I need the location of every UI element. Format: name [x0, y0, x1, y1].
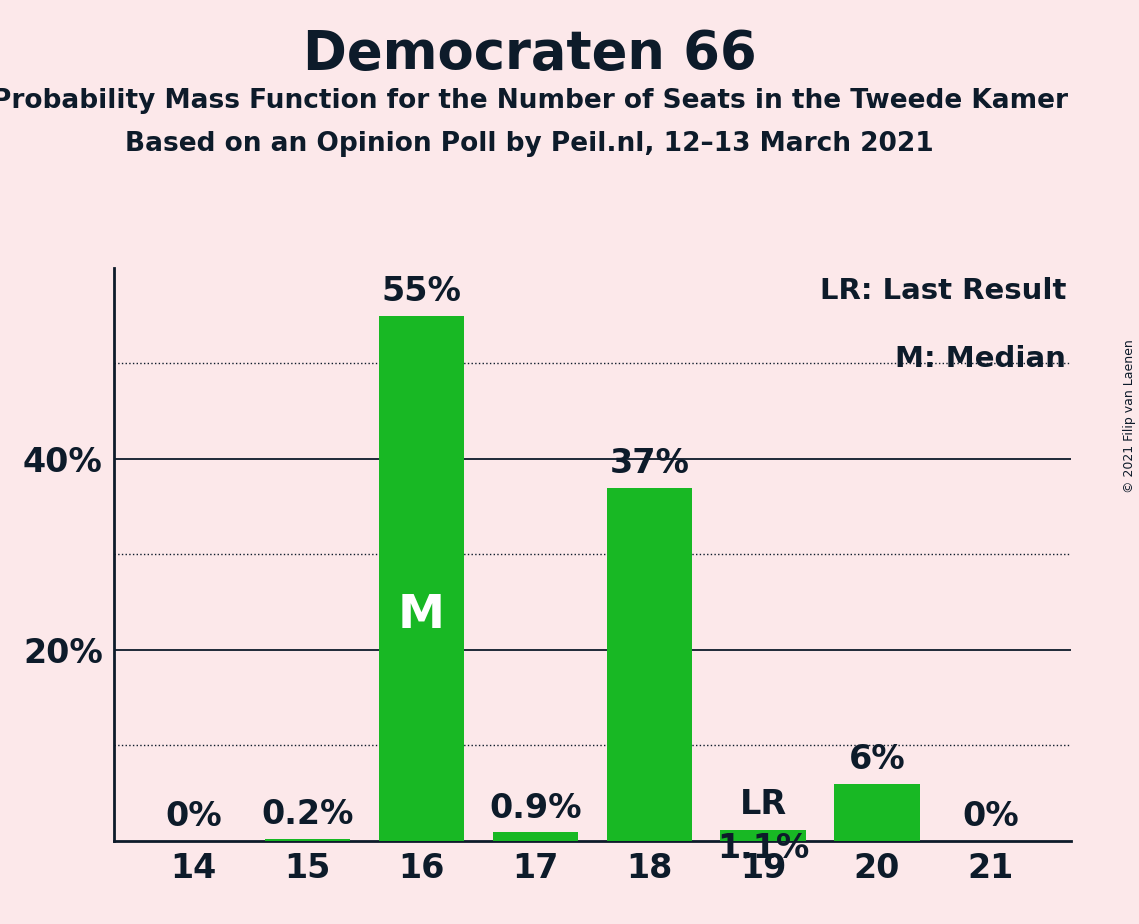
- Bar: [265, 839, 351, 841]
- Text: 0%: 0%: [962, 800, 1019, 833]
- Bar: [834, 784, 919, 841]
- Text: 1.1%: 1.1%: [718, 832, 809, 865]
- Text: 55%: 55%: [382, 275, 461, 308]
- Text: 37%: 37%: [609, 447, 689, 480]
- Bar: [721, 831, 806, 841]
- Text: M: Median: M: Median: [895, 346, 1066, 373]
- Text: LR: LR: [739, 788, 787, 821]
- Text: © 2021 Filip van Laenen: © 2021 Filip van Laenen: [1123, 339, 1137, 492]
- Text: M: M: [398, 592, 445, 638]
- Text: 6%: 6%: [849, 743, 906, 776]
- Text: 0%: 0%: [165, 800, 222, 833]
- Text: LR: Last Result: LR: Last Result: [819, 276, 1066, 305]
- Bar: [493, 833, 579, 841]
- Text: Democraten 66: Democraten 66: [303, 28, 756, 79]
- Bar: [378, 316, 465, 841]
- Text: 0.9%: 0.9%: [489, 792, 582, 824]
- Text: Probability Mass Function for the Number of Seats in the Tweede Kamer: Probability Mass Function for the Number…: [0, 88, 1067, 114]
- Text: Based on an Opinion Poll by Peil.nl, 12–13 March 2021: Based on an Opinion Poll by Peil.nl, 12–…: [125, 131, 934, 157]
- Bar: [607, 488, 693, 841]
- Text: 0.2%: 0.2%: [261, 798, 354, 832]
